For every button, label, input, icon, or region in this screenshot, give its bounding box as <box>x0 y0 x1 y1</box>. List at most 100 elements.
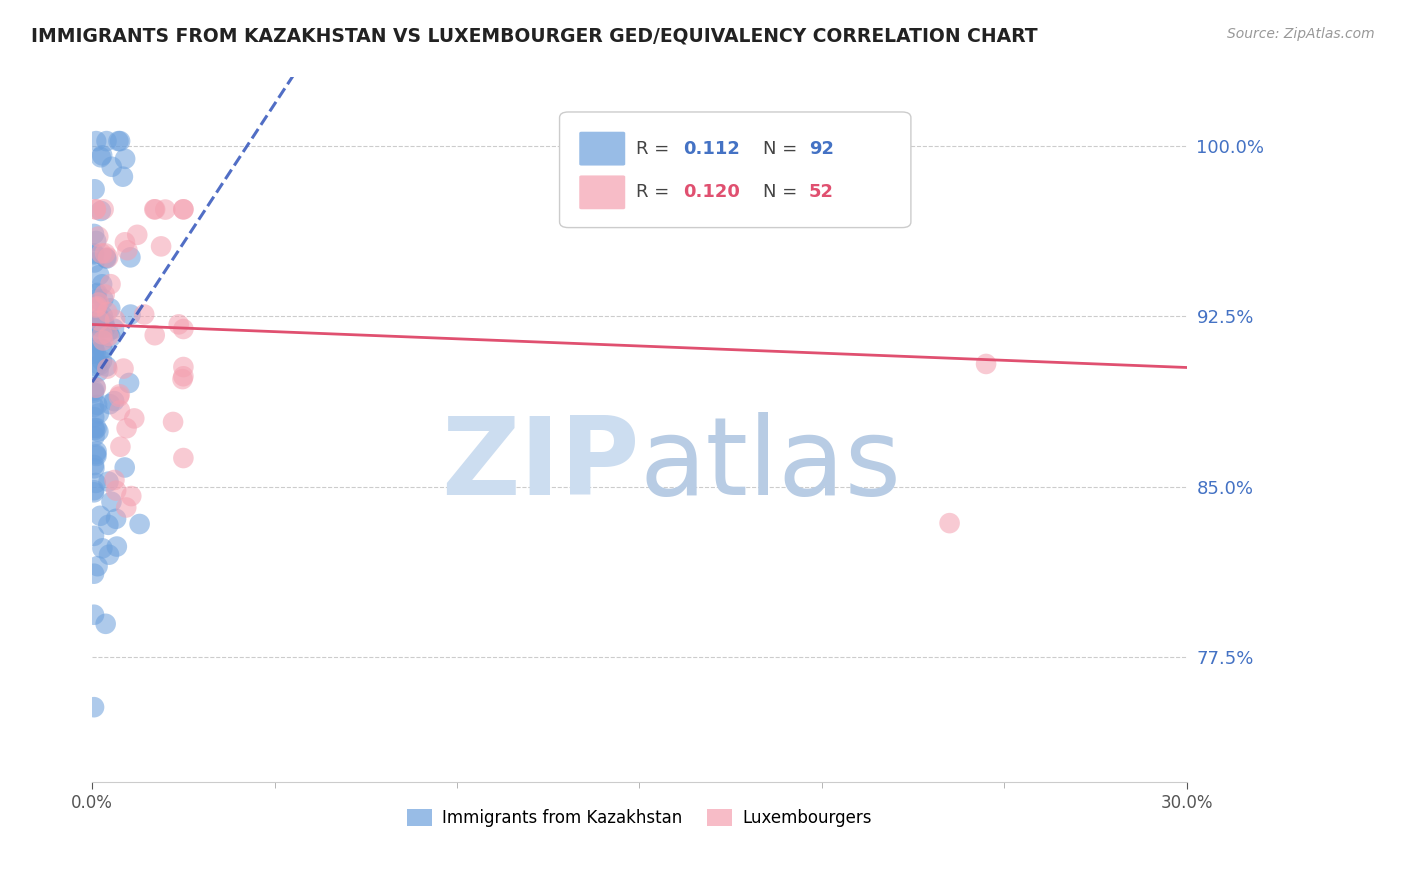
Point <box>83 421 105 435</box>
Point <box>94 320 117 334</box>
Point <box>84 134 107 148</box>
Point <box>112 361 135 376</box>
Point <box>94 251 117 265</box>
Point <box>83 246 105 260</box>
Point <box>83 410 105 425</box>
Point <box>83 461 105 475</box>
Point <box>93 287 115 301</box>
Point <box>90 150 112 164</box>
Point <box>90 203 112 218</box>
Point <box>83 485 105 500</box>
Point <box>91 334 114 348</box>
Point <box>98 301 121 316</box>
Point <box>114 235 136 250</box>
Point <box>97 475 120 489</box>
Point <box>83 483 105 498</box>
Point <box>83 316 105 330</box>
Point <box>89 268 111 282</box>
Point <box>83 400 105 414</box>
Point <box>83 700 105 714</box>
Point <box>87 364 110 378</box>
Point <box>105 512 128 526</box>
Text: R =: R = <box>636 140 669 158</box>
Point <box>134 308 156 322</box>
Text: 92: 92 <box>808 140 834 158</box>
Point <box>150 239 173 253</box>
Point <box>91 292 114 306</box>
Point <box>83 342 105 356</box>
Point <box>120 489 142 503</box>
Point <box>103 473 125 487</box>
Point <box>143 202 166 217</box>
Text: 0.120: 0.120 <box>683 184 740 202</box>
Point <box>94 246 117 260</box>
Point <box>974 357 997 371</box>
Text: N =: N = <box>763 184 797 202</box>
Point <box>83 324 105 338</box>
Point <box>83 423 105 437</box>
Point <box>86 398 108 412</box>
Text: 0.112: 0.112 <box>683 140 740 158</box>
Point <box>87 425 110 439</box>
Point <box>84 316 107 330</box>
Point <box>83 385 105 400</box>
Point <box>93 202 115 217</box>
Point <box>83 227 105 241</box>
Point <box>143 328 166 343</box>
Point <box>90 246 112 260</box>
Point <box>91 342 114 356</box>
Point <box>86 285 108 300</box>
Point <box>114 152 136 166</box>
Point <box>96 361 118 376</box>
Text: 52: 52 <box>808 184 834 202</box>
Point <box>84 359 107 374</box>
Point <box>103 394 125 409</box>
Point <box>83 343 105 358</box>
Point <box>84 287 107 301</box>
Point <box>89 508 111 523</box>
Point <box>114 460 136 475</box>
Point <box>108 390 131 404</box>
Point <box>84 202 107 217</box>
Point <box>84 475 107 490</box>
Point <box>172 202 194 217</box>
Point <box>172 450 194 465</box>
FancyBboxPatch shape <box>579 176 626 210</box>
FancyBboxPatch shape <box>579 132 626 166</box>
Point <box>97 329 120 343</box>
Point <box>91 148 114 162</box>
Legend: Immigrants from Kazakhstan, Luxembourgers: Immigrants from Kazakhstan, Luxembourger… <box>401 803 879 834</box>
Point <box>143 202 166 217</box>
Point <box>84 380 107 394</box>
Point <box>128 516 150 531</box>
Text: atlas: atlas <box>640 412 901 518</box>
Point <box>89 320 111 334</box>
Point <box>86 444 108 458</box>
Point <box>105 483 128 498</box>
Point <box>122 411 145 425</box>
Point <box>87 295 110 310</box>
Point <box>86 449 108 463</box>
Point <box>86 307 108 321</box>
Point <box>162 415 184 429</box>
FancyBboxPatch shape <box>560 112 911 227</box>
Point <box>86 559 108 574</box>
Point <box>93 315 115 329</box>
Point <box>97 517 120 532</box>
Point <box>111 169 134 184</box>
Point <box>96 252 118 266</box>
Point <box>108 387 131 401</box>
Point <box>98 397 121 411</box>
Point <box>120 308 142 322</box>
Point <box>100 277 122 292</box>
Text: N =: N = <box>763 140 797 158</box>
Point <box>84 301 107 315</box>
Point <box>98 548 121 562</box>
Point <box>87 229 110 244</box>
Point <box>91 327 114 342</box>
Point <box>83 529 105 543</box>
Point <box>938 516 960 530</box>
Point <box>96 359 118 374</box>
Point <box>83 607 105 622</box>
Point <box>117 244 139 258</box>
